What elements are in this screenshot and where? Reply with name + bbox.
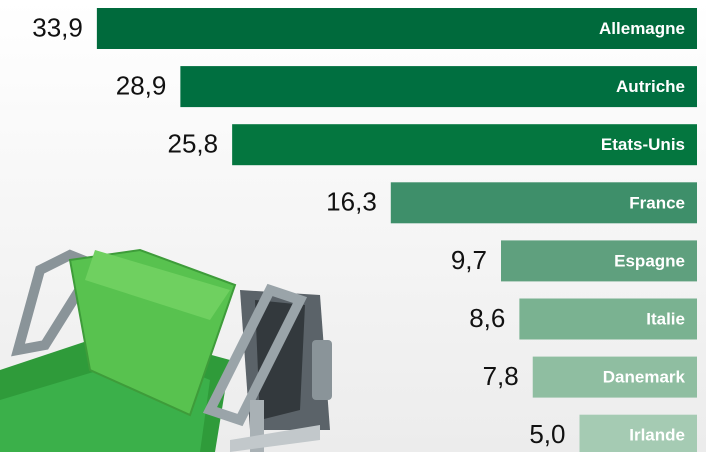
value-label: 9,7: [451, 245, 487, 275]
category-label: Etats-Unis: [601, 135, 685, 154]
value-label: 5,0: [529, 419, 565, 449]
value-label: 7,8: [483, 361, 519, 391]
category-label: Italie: [646, 309, 685, 328]
value-label: 8,6: [469, 303, 505, 333]
value-label: 16,3: [326, 187, 377, 217]
category-label: France: [629, 193, 685, 212]
chart: Allemagne 33,9 Autriche 28,9 Etats-Unis 25,8 F…: [0, 0, 706, 452]
value-label: 33,9: [32, 12, 83, 42]
category-label: Autriche: [616, 77, 685, 96]
value-label: 25,8: [168, 129, 219, 159]
page: Allemagne 33,9 Autriche 28,9 Etats-Unis 25,8 F…: [0, 0, 706, 452]
value-label: 28,9: [116, 70, 167, 100]
category-label: Espagne: [614, 251, 685, 270]
category-label: Irlande: [629, 426, 685, 445]
category-label: Danemark: [603, 368, 686, 387]
category-label: Allemagne: [599, 19, 685, 38]
